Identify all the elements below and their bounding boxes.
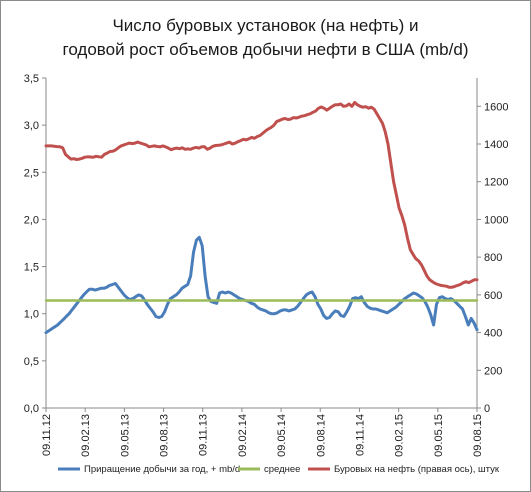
y-right-tick-label: 800	[484, 252, 502, 264]
x-tick-label: 09.02.15	[394, 414, 406, 457]
y-right-tick-label: 1000	[484, 214, 508, 226]
legend-label: Буровых на нефть (правая ось), штук	[334, 464, 500, 475]
legend-label: среднее	[264, 464, 300, 475]
x-tick-label: 09.08.14	[315, 414, 327, 457]
oil-rigs-line	[44, 101, 479, 289]
chart-title-line-2: годовой рост объемов добычи нефти в США …	[62, 40, 469, 59]
x-tick-label: 09.05.13	[119, 414, 131, 457]
y-right-tick-label: 0	[484, 403, 490, 415]
y-right-tick-label: 1600	[484, 101, 508, 113]
y-left-tick-label: 2,5	[24, 167, 39, 179]
y-left-tick-label: 1,0	[24, 309, 39, 321]
y-left-tick-label: 0,0	[24, 403, 39, 415]
x-tick-label: 09.08.13	[159, 414, 171, 457]
y-left-tick-label: 1,5	[24, 262, 39, 274]
chart-title: Число буровых установок (на нефть) и год…	[0, 14, 531, 62]
x-tick-label: 09.05.14	[276, 414, 288, 457]
y-right-tick-label: 1200	[484, 177, 508, 189]
y-left-tick-label: 0,5	[24, 356, 39, 368]
y-right-tick-label: 1400	[484, 139, 508, 151]
y-left-tick-label: 2,0	[24, 214, 39, 226]
x-tick-label: 09.02.14	[237, 414, 249, 457]
y-right-tick-label: 400	[484, 328, 502, 340]
production-growth-line	[44, 235, 479, 335]
y-right-tick-label: 200	[484, 365, 502, 377]
y-right-tick-label: 600	[484, 290, 502, 302]
x-tick-label: 09.11.13	[198, 414, 210, 456]
x-tick-label: 09.08.15	[472, 414, 484, 457]
y-left-tick-label: 3,5	[24, 73, 39, 85]
y-left-tick-label: 3,0	[24, 120, 39, 132]
x-tick-label: 09.11.14	[354, 414, 366, 456]
chart-title-line-1: Число буровых установок (на нефть) и	[112, 16, 419, 35]
x-tick-label: 09.05.15	[433, 414, 445, 457]
x-tick-label: 09.11.12	[41, 414, 53, 456]
legend-label: Приращение добычи за год, + mb/d	[84, 464, 240, 475]
x-tick-label: 09.02.13	[80, 414, 92, 457]
